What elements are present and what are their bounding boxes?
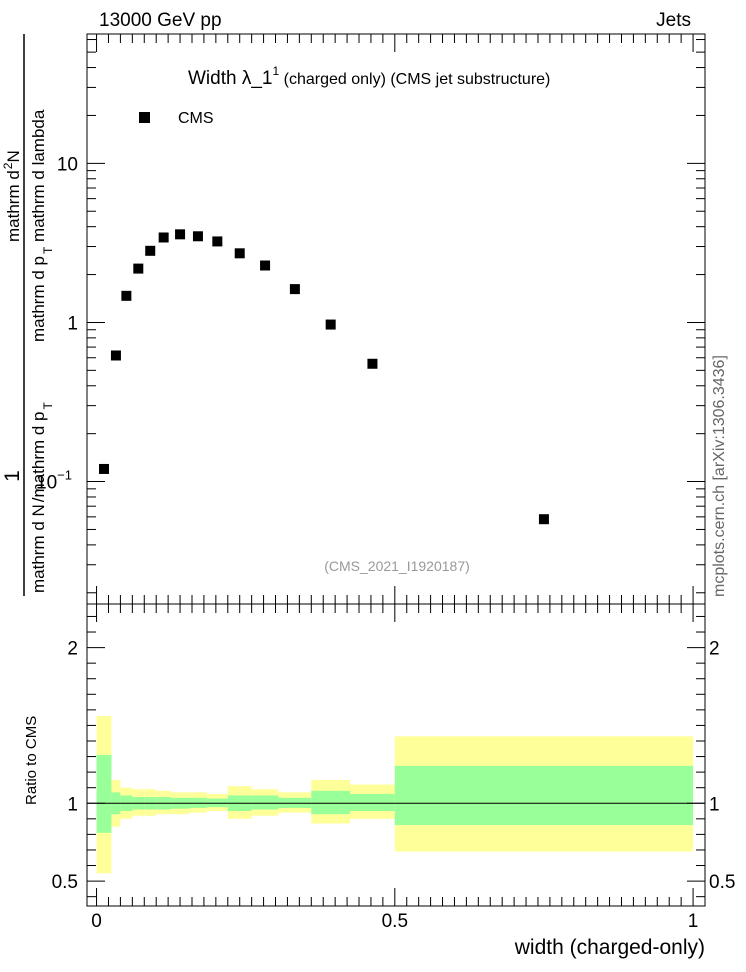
x-axis-title: width (charged-only) — [514, 936, 705, 959]
header-right-label: Jets — [656, 10, 691, 31]
main-ylabel-inner-denominator: mathrm d p T mathrm d lambda — [29, 109, 55, 342]
data-point-12 — [325, 319, 336, 330]
ratio-ytick-label-right-2: 0.5 — [709, 872, 735, 893]
data-point-0 — [99, 463, 110, 474]
ratio-band-inner-10 — [251, 795, 279, 810]
ratio-ytick-label-left-2: 0.5 — [52, 872, 78, 893]
header-left-label: 13000 GeV pp — [99, 10, 222, 31]
plot-title-rest: (charged only) (CMS jet substructure) — [279, 71, 550, 88]
xtick-label-2: 1 — [688, 911, 699, 932]
main-ytick-label-exponent: −1 — [57, 468, 72, 483]
main-ytick-label-base: 10 — [57, 154, 78, 175]
data-point-4 — [145, 245, 156, 256]
main-ytick-label-2: 10−1 — [36, 468, 72, 494]
main-ylabel: 1 mathrm d N/mathrm d pT mathrm d2N math… — [1, 34, 55, 596]
ratio-band-inner-0 — [96, 755, 112, 833]
main-ylabel-outer-denominator: mathrm d N /mathrm d p T — [29, 401, 55, 593]
main-ylabel-outer-den-a: mathrm d N — [29, 504, 48, 593]
data-point-5 — [158, 232, 169, 243]
analysis-watermark: (CMS_2021_I1920187) — [324, 558, 470, 574]
main-ylabel-inner-den-sub: T — [41, 246, 55, 254]
ratio-ytick-label-left-0: 2 — [67, 639, 78, 660]
data-point-2 — [121, 290, 132, 301]
main-ytick-label-0: 10 — [57, 154, 78, 175]
data-point-13 — [367, 358, 378, 369]
main-ylabel-outer-den-b: mathrm d p — [29, 411, 48, 497]
main-ylabel-inner-numerator: mathrm d2N — [1, 150, 23, 242]
main-ylabel-one: 1 — [1, 470, 24, 482]
main-ylabel-inner-den-rest: mathrm d lambda — [29, 109, 48, 247]
data-point-6 — [175, 229, 186, 240]
main-ytick-label-base: 10 — [36, 473, 57, 494]
legend-label: CMS — [178, 110, 214, 127]
main-ylabel-slash: / — [29, 497, 48, 502]
ratio-ytick-label-left-1: 1 — [67, 794, 78, 815]
xtick-label-1: 0.5 — [382, 911, 408, 932]
plot-title-sup: 1 — [272, 64, 279, 78]
ratio-band-inner-12 — [311, 790, 351, 815]
main-ylabel-inner-den: mathrm d p — [29, 256, 48, 342]
data-point-8 — [212, 236, 223, 247]
plot-title-main: Width λ_1 — [188, 68, 272, 89]
plot-title: Width λ_11 (charged only) (CMS jet subst… — [188, 64, 550, 89]
main-ytick-label-1: 1 — [67, 313, 78, 334]
ratio-band-inner-13 — [350, 793, 395, 812]
data-point-7 — [192, 231, 203, 242]
main-ylabel-outer-den-sub: T — [41, 401, 55, 409]
main-ytick-label-base: 1 — [67, 313, 78, 334]
data-point-14 — [538, 514, 549, 525]
legend-marker — [139, 112, 150, 123]
side-label: mcplots.cern.ch [arXiv:1306.3436] — [711, 355, 728, 597]
data-point-10 — [260, 260, 271, 271]
data-point-1 — [110, 350, 121, 361]
data-point-3 — [133, 263, 144, 274]
ratio-plot-frame — [86, 603, 706, 907]
main-ylabel-inner-num-rest: N — [4, 150, 23, 162]
ratio-ytick-label-right-0: 2 — [709, 639, 720, 660]
data-point-9 — [234, 248, 245, 259]
ratio-band-inner-14 — [394, 765, 694, 826]
main-ylabel-inner-num: mathrm d — [4, 170, 23, 242]
xtick-label-0: 0 — [91, 911, 102, 932]
ratio-ytick-label-right-1: 1 — [709, 794, 720, 815]
ratio-ylabel: Ratio to CMS — [23, 716, 40, 805]
data-point-11 — [289, 284, 300, 295]
main-ylabel-inner-num-sup: 2 — [1, 162, 15, 169]
